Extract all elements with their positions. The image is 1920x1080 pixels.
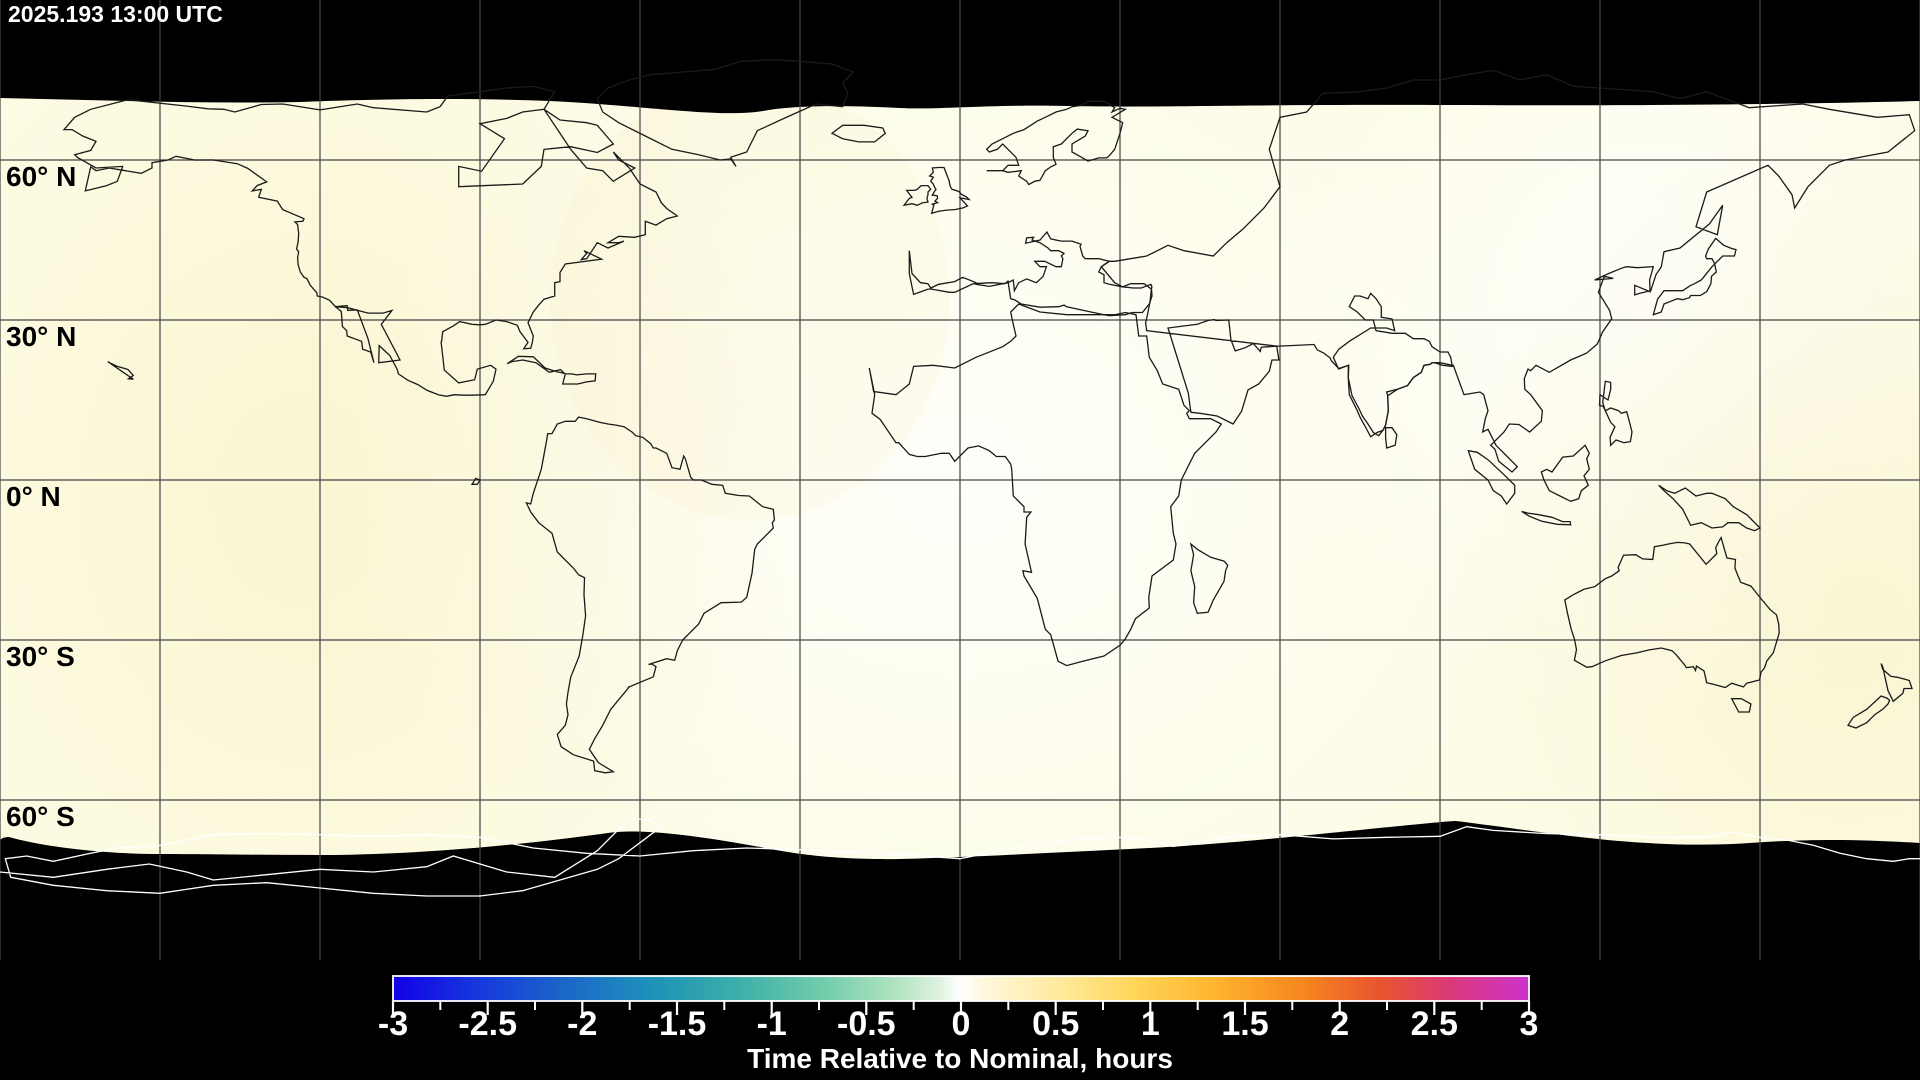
svg-text:1: 1 bbox=[1141, 1005, 1160, 1043]
svg-text:30° S: 30° S bbox=[6, 641, 75, 672]
svg-text:2: 2 bbox=[1330, 1005, 1349, 1043]
svg-text:-2: -2 bbox=[567, 1005, 597, 1043]
svg-text:60° S: 60° S bbox=[6, 801, 75, 832]
svg-text:-3: -3 bbox=[378, 1005, 408, 1043]
svg-text:0° N: 0° N bbox=[6, 481, 61, 512]
svg-text:3: 3 bbox=[1520, 1005, 1539, 1043]
svg-text:0.5: 0.5 bbox=[1032, 1005, 1079, 1043]
svg-text:-2.5: -2.5 bbox=[458, 1005, 517, 1043]
svg-text:0: 0 bbox=[952, 1005, 971, 1043]
svg-text:1.5: 1.5 bbox=[1221, 1005, 1268, 1043]
svg-text:-0.5: -0.5 bbox=[837, 1005, 896, 1043]
svg-text:-1: -1 bbox=[757, 1005, 787, 1043]
svg-text:-1.5: -1.5 bbox=[648, 1005, 707, 1043]
svg-text:2.5: 2.5 bbox=[1411, 1005, 1458, 1043]
svg-text:60° N: 60° N bbox=[6, 161, 76, 192]
svg-text:30° N: 30° N bbox=[6, 321, 76, 352]
svg-text:Time Relative to Nominal, hour: Time Relative to Nominal, hours bbox=[747, 1043, 1173, 1074]
svg-text:2025.193 13:00 UTC: 2025.193 13:00 UTC bbox=[8, 1, 223, 27]
